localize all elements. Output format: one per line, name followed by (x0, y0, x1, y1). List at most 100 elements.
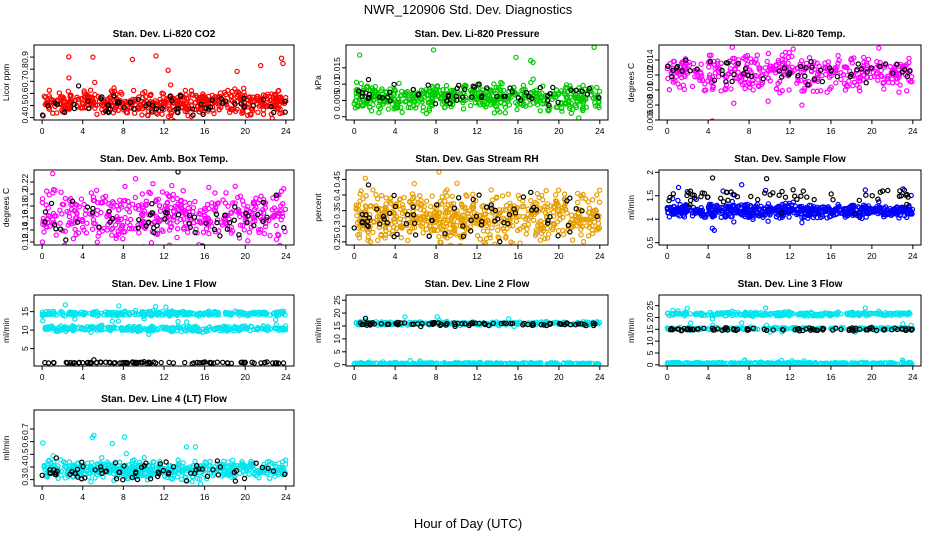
data-point (811, 76, 818, 82)
data-point (151, 359, 157, 365)
data-point (596, 199, 603, 205)
data-point (146, 359, 152, 365)
data-point (758, 81, 765, 88)
data-point (751, 204, 757, 211)
data-point (68, 326, 75, 332)
data-point (714, 202, 720, 208)
data-point (245, 204, 251, 210)
data-point (149, 109, 155, 115)
data-point (491, 81, 497, 87)
data-point (587, 214, 594, 220)
data-point (258, 62, 264, 69)
data-point (120, 311, 126, 318)
data-point (439, 101, 445, 107)
y-axis-label: ml/min (626, 195, 636, 220)
data-point (579, 88, 585, 94)
data-point (670, 79, 677, 85)
data-point (127, 216, 134, 223)
data-point (563, 94, 570, 101)
data-point (241, 89, 247, 96)
data-point (762, 190, 768, 196)
data-point (709, 212, 715, 218)
data-point (254, 326, 260, 332)
data-point (71, 105, 78, 112)
data-point (245, 238, 251, 244)
data-point (136, 202, 142, 209)
data-point (491, 241, 498, 245)
data-point (827, 65, 833, 71)
data-point (715, 208, 721, 214)
data-point (260, 199, 266, 206)
data-point (689, 213, 696, 219)
data-point (582, 216, 589, 222)
data-point (110, 200, 117, 206)
data-point (241, 104, 247, 110)
data-point (81, 201, 87, 208)
data-point (201, 213, 208, 219)
data-point (366, 94, 372, 101)
data-point (876, 199, 882, 205)
data-point (42, 359, 48, 366)
data-point (70, 235, 77, 242)
data-point (411, 98, 418, 104)
data-point (260, 103, 266, 109)
data-point (272, 325, 279, 331)
data-point (538, 225, 544, 232)
data-point (96, 224, 102, 230)
data-point (129, 201, 136, 207)
data-point (694, 66, 700, 72)
data-point (580, 107, 586, 114)
data-point (46, 164, 50, 168)
data-point (765, 201, 772, 207)
data-point (377, 360, 384, 366)
data-point (530, 76, 536, 82)
data-point (50, 308, 56, 315)
data-point (275, 210, 281, 216)
data-point (884, 211, 891, 218)
data-point (50, 210, 57, 217)
data-point (544, 225, 551, 231)
data-point (81, 327, 88, 333)
data-point (164, 137, 168, 141)
data-point (382, 235, 388, 241)
data-point (236, 310, 242, 316)
data-point (576, 115, 582, 120)
data-point (735, 203, 742, 210)
data-point (720, 199, 727, 205)
data-point (684, 192, 690, 199)
data-point (429, 96, 435, 102)
data-point (365, 182, 372, 188)
data-point (91, 220, 97, 226)
data-point (555, 99, 561, 106)
data-point (502, 104, 508, 110)
data-point (155, 196, 161, 202)
data-point (365, 223, 371, 230)
data-point (66, 105, 72, 112)
points (351, 170, 603, 245)
data-point (255, 211, 261, 218)
x-tick-label: 8 (747, 126, 752, 136)
data-point (771, 206, 777, 212)
x-tick-label: 24 (908, 126, 918, 136)
data-point (556, 90, 562, 96)
data-point (175, 318, 181, 325)
data-point (787, 206, 794, 213)
data-point (82, 211, 89, 218)
y-tick-label: 0.9 (20, 51, 30, 63)
data-point (843, 82, 850, 89)
data-point (476, 192, 482, 198)
data-point (593, 208, 599, 214)
data-point (371, 96, 377, 103)
data-point (119, 91, 125, 97)
data-point (485, 217, 491, 223)
data-point (497, 109, 503, 115)
x-tick-label: 12 (159, 126, 169, 136)
data-point (451, 205, 458, 211)
data-point (476, 213, 483, 220)
data-point (744, 209, 750, 215)
data-point (139, 112, 145, 118)
data-point (187, 224, 193, 231)
data-point (130, 87, 137, 94)
data-point (796, 209, 803, 215)
data-point (729, 213, 735, 220)
